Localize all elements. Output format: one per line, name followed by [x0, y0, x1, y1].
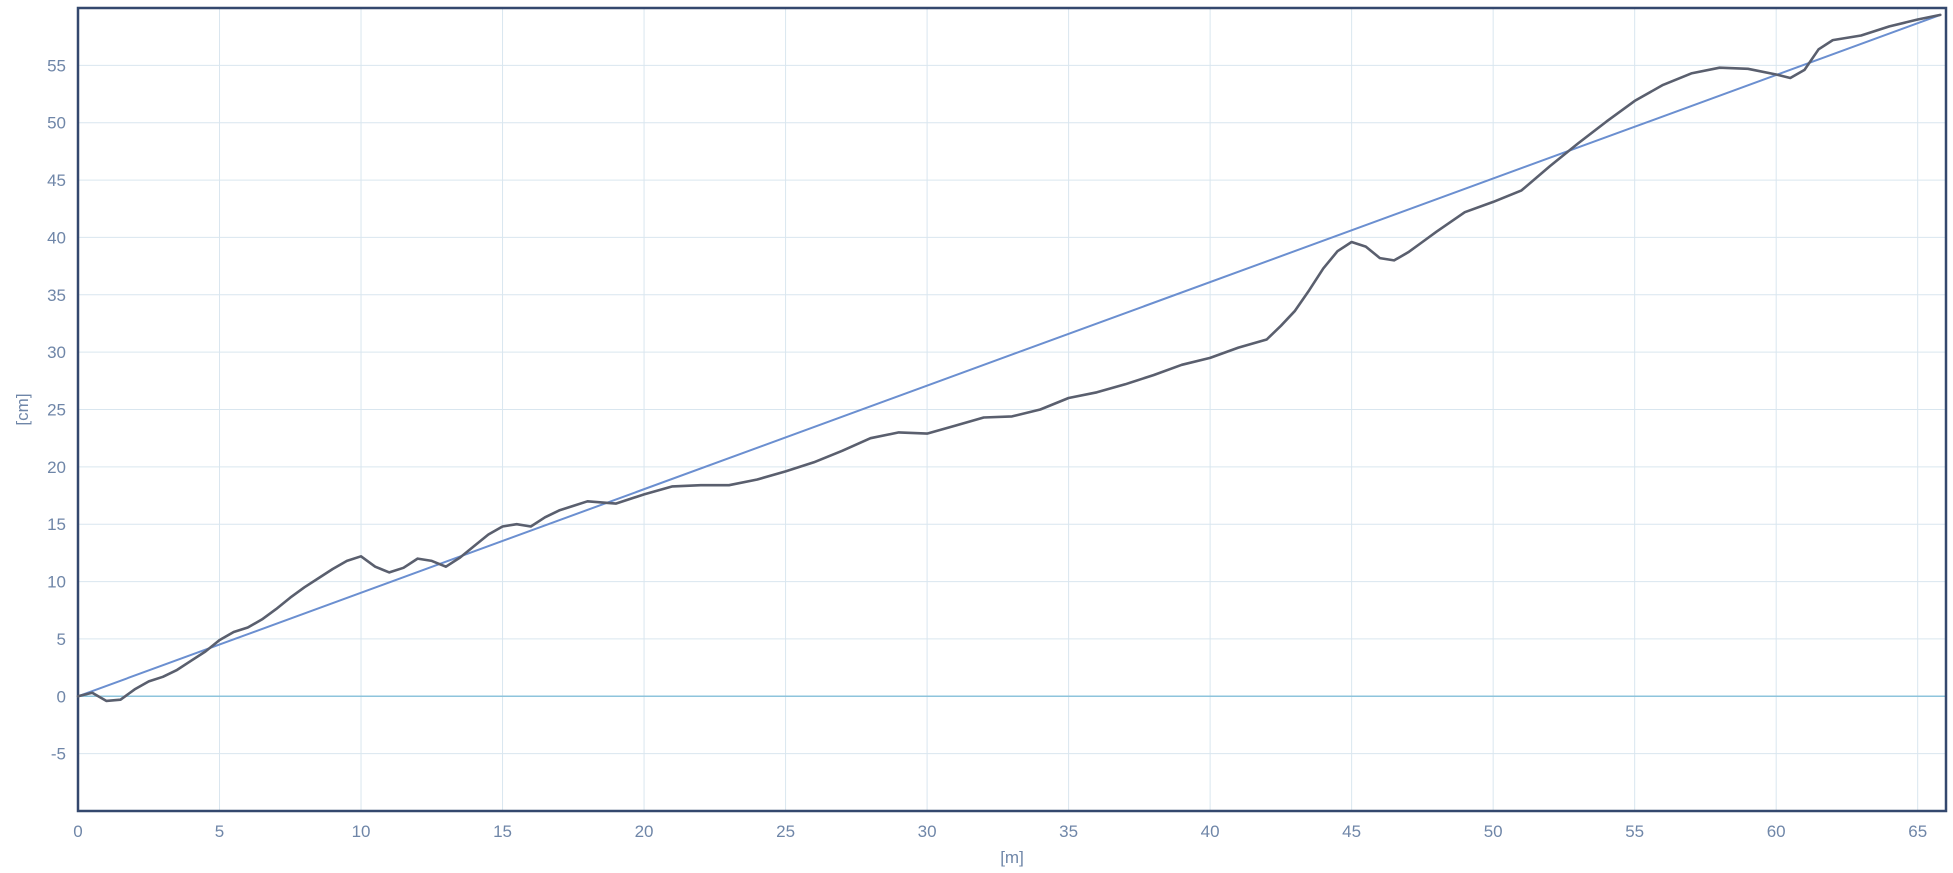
y-tick-label-9: 40	[47, 228, 66, 247]
grid-lines	[78, 8, 1946, 811]
x-tick-label-11: 55	[1625, 822, 1644, 841]
x-tick-label-5: 25	[776, 822, 795, 841]
x-tick-label-2: 10	[352, 822, 371, 841]
x-axis-label: [m]	[1000, 848, 1024, 867]
x-tick-label-13: 65	[1908, 822, 1927, 841]
y-tick-label-7: 30	[47, 343, 66, 362]
x-tick-label-12: 60	[1767, 822, 1786, 841]
x-tick-label-10: 50	[1484, 822, 1503, 841]
profile-line	[76, 13, 1942, 703]
y-tick-label-5: 20	[47, 458, 66, 477]
trend-line	[77, 13, 1942, 698]
y-axis-ticks: -5 0 5 10 15 20 25 30 35 40 45 50 55	[47, 56, 66, 763]
x-tick-label-7: 35	[1059, 822, 1078, 841]
x-tick-label-0: 0	[73, 822, 82, 841]
y-tick-label-10: 45	[47, 171, 66, 190]
x-tick-label-1: 5	[215, 822, 224, 841]
x-tick-label-4: 20	[635, 822, 654, 841]
y-tick-label-12: 55	[47, 56, 66, 75]
series-group	[76, 13, 1942, 703]
y-tick-label-0: -5	[51, 745, 66, 764]
x-tick-label-6: 30	[918, 822, 937, 841]
x-tick-label-9: 45	[1342, 822, 1361, 841]
y-tick-label-6: 25	[47, 401, 66, 420]
y-tick-label-1: 0	[57, 687, 66, 706]
y-tick-label-8: 35	[47, 286, 66, 305]
y-tick-label-3: 10	[47, 573, 66, 592]
y-tick-label-11: 50	[47, 114, 66, 133]
x-tick-label-3: 15	[493, 822, 512, 841]
y-tick-label-2: 5	[57, 630, 66, 649]
y-axis-label: [cm]	[13, 393, 32, 425]
y-tick-label-4: 15	[47, 515, 66, 534]
x-tick-label-8: 40	[1201, 822, 1220, 841]
x-axis-ticks: 0 5 10 15 20 25 30 35 40 45 50 55 60 65	[73, 822, 1927, 841]
plot-frame	[76, 6, 1948, 813]
